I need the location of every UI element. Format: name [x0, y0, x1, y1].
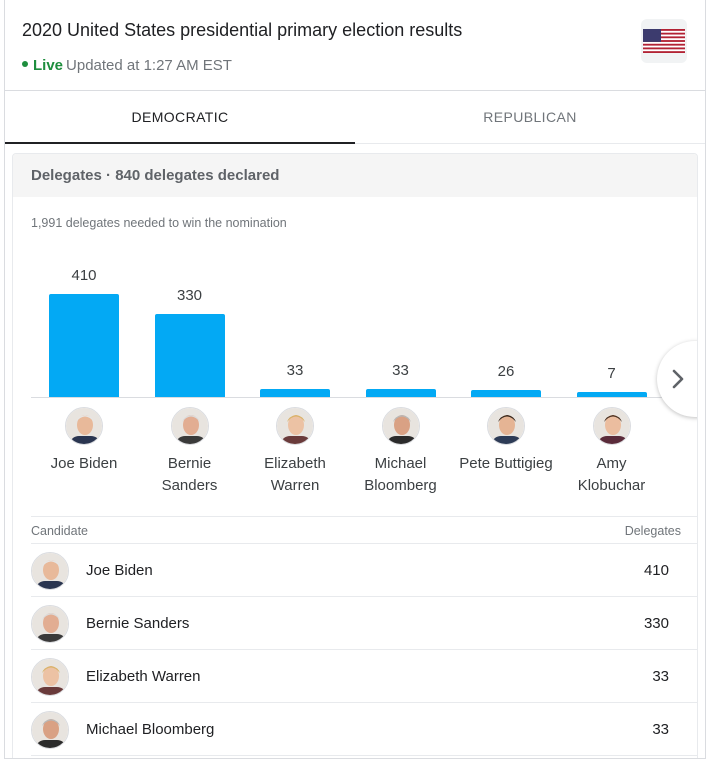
candidate-avatar [31, 658, 69, 696]
table-row[interactable]: Elizabeth Warren 33 [31, 650, 697, 703]
candidate-name-label: Joe Biden [50, 455, 118, 472]
page-title: 2020 United States presidential primary … [22, 20, 463, 40]
chevron-right-icon [672, 369, 684, 389]
candidate-avatar [31, 711, 69, 749]
candidate-name-label: Amy Klobuchar [577, 455, 646, 494]
chart-bar [471, 390, 541, 397]
candidate-delegates: 33 [652, 721, 669, 738]
chart-bar [365, 388, 436, 397]
live-dot-icon [22, 61, 28, 68]
candidate-name: Elizabeth Warren [86, 668, 201, 685]
chart-bar-value: 7 [607, 365, 616, 382]
candidate-delegates: 410 [643, 562, 669, 579]
chart-next-button[interactable] [657, 341, 697, 417]
chart-bar [260, 388, 330, 397]
updated-time: Updated at 1:27 AM EST [66, 57, 232, 74]
tab-republican[interactable]: REPUBLICAN [483, 109, 577, 125]
chart-bar-value: 33 [392, 361, 409, 379]
candidate-name-label: Bernie Sanders [161, 455, 218, 494]
candidate-avatar [592, 407, 631, 445]
live-label: Live [33, 57, 64, 74]
delegates-heading: Delegates · 840 delegates declared [13, 154, 697, 197]
table-row[interactable]: Bernie Sanders 330 [31, 597, 697, 650]
candidate-avatar [65, 407, 103, 445]
column-header-delegates: Delegates [624, 524, 681, 538]
candidate-name: Bernie Sanders [86, 615, 190, 632]
chart-bar [154, 314, 225, 397]
table-rows: Joe Biden 410 Bernie Sanders 330 Elizabeth W… [31, 544, 697, 756]
election-results-card: 2020 United States presidential primary … [4, 0, 706, 759]
chart-bar [49, 294, 119, 397]
candidate-name-label: Tuls [665, 453, 697, 475]
us-flag-icon [641, 19, 687, 63]
candidate-avatar [381, 407, 420, 445]
results-header: 2020 United States presidential primary … [5, 0, 705, 91]
chart-bar-value: 410 [71, 267, 97, 284]
candidate-avatar [487, 407, 525, 445]
live-status: Live Updated at 1:27 AM EST [22, 57, 232, 74]
chart-bar-value: 330 [176, 287, 203, 305]
candidate-name-label: Michael Bloomberg [364, 455, 437, 494]
candidate-name-label: Pete Buttigieg [459, 455, 553, 472]
candidate-avatar [170, 407, 209, 445]
party-tabs: DEMOCRATIC REPUBLICAN [5, 91, 705, 144]
candidate-avatar [31, 605, 69, 643]
tab-democratic[interactable]: DEMOCRATIC [5, 91, 355, 144]
delegates-panel: Delegates · 840 delegates declared 1,991… [12, 153, 698, 758]
table-row[interactable]: Joe Biden 410 [31, 544, 697, 597]
candidate-name-label: Elizabeth Warren [264, 455, 326, 494]
candidate-name: Joe Biden [86, 562, 153, 579]
chart-bar-value: 26 [497, 363, 515, 381]
chart-baseline [31, 397, 697, 398]
candidate-delegates: 330 [643, 615, 669, 632]
candidate-delegates: 33 [652, 668, 669, 685]
candidate-avatar [276, 407, 314, 445]
delegates-needed-note: 1,991 delegates needed to win the nomina… [31, 216, 287, 230]
candidate-avatar [31, 552, 69, 590]
table-row[interactable]: Michael Bloomberg 33 [31, 703, 697, 756]
chart-bar-value: 33 [286, 361, 304, 379]
column-header-candidate: Candidate [31, 524, 88, 538]
delegates-bar-chart: 410 Joe Biden 330 Bernie Sanders 33 Elizabeth W… [13, 249, 697, 579]
chart-bar [576, 392, 647, 397]
candidate-name: Michael Bloomberg [86, 721, 215, 738]
table-header: Candidate Delegates [31, 516, 697, 544]
delegates-table: Candidate Delegates Joe Biden 410 Bernie S… [31, 516, 697, 756]
